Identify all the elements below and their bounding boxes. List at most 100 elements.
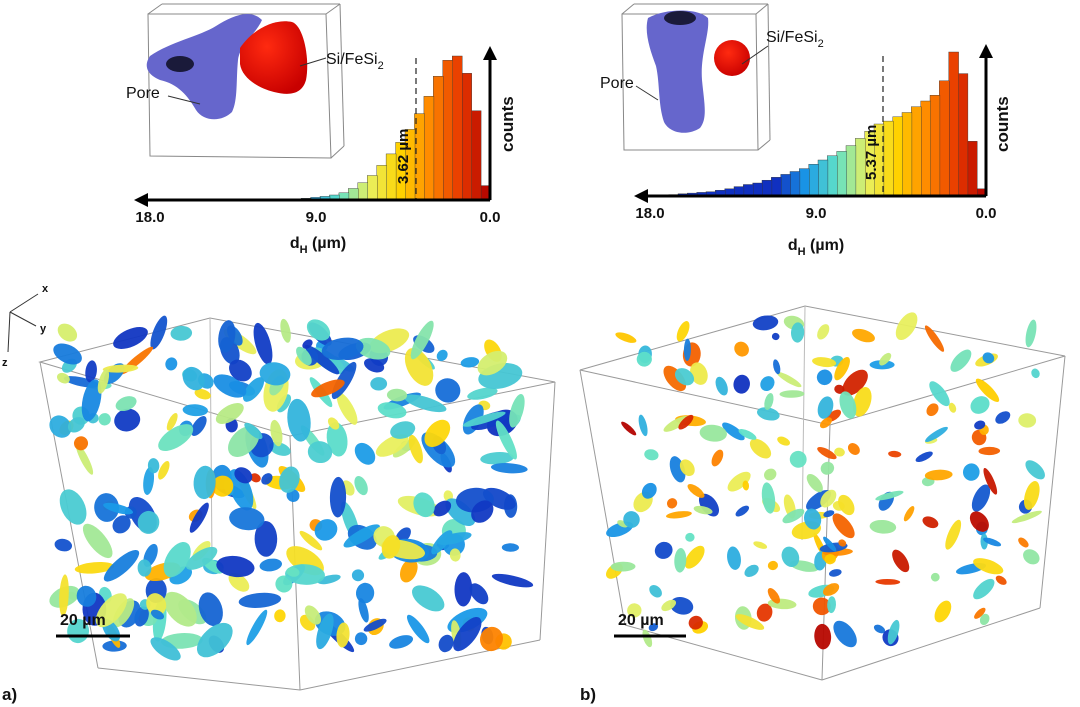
y-axis-label: counts	[993, 96, 1012, 152]
volume-blob	[404, 394, 447, 413]
histogram-bar	[752, 182, 763, 197]
volume-blob	[734, 341, 749, 357]
histogram-bar	[452, 55, 463, 201]
volume-blob	[286, 567, 300, 577]
volume-blob	[435, 378, 461, 403]
volume-blob	[246, 609, 268, 646]
volume-blob	[276, 394, 292, 413]
volume-blob	[49, 415, 72, 438]
volume-blob	[812, 357, 837, 368]
volume-blob	[326, 422, 348, 457]
volume-blob	[749, 438, 772, 459]
histogram-bar	[808, 164, 819, 197]
volume-blob	[215, 403, 244, 424]
volume-blob	[363, 618, 387, 632]
volume-blob	[982, 352, 995, 364]
volume-blob	[113, 327, 148, 349]
volume-blob	[820, 489, 837, 508]
volume-blob	[336, 622, 350, 648]
histogram-bar	[348, 188, 359, 201]
volume-blob	[229, 359, 252, 382]
volume-blob	[767, 560, 778, 571]
volume-blob	[661, 599, 677, 612]
volume-blob	[735, 614, 765, 630]
volume-blob	[112, 598, 135, 628]
volume-blob	[85, 360, 97, 383]
volume-blob	[386, 388, 408, 402]
volume-blob	[244, 422, 263, 440]
volume-blob	[644, 449, 659, 461]
histogram-bar	[470, 110, 482, 201]
volume-blob	[838, 539, 847, 547]
volume-blob	[776, 372, 802, 388]
figure-panel-b: Pore Si/FeSi2 5.37 µm counts 18.0 9.0 0.…	[540, 0, 1080, 707]
volume-blob	[274, 609, 286, 623]
volume-blob	[983, 467, 998, 495]
volume-blob	[693, 505, 713, 515]
volume-blob	[847, 443, 860, 455]
histogram-bar	[367, 175, 378, 201]
volume-blob	[296, 346, 312, 366]
volume-blob	[789, 450, 807, 468]
x-tick-label: 0.0	[976, 205, 997, 222]
volume-blob	[950, 349, 972, 372]
volume-blob	[462, 411, 506, 427]
volume-blob	[930, 572, 940, 582]
volume-blob	[842, 369, 868, 396]
volume-blob	[829, 569, 842, 577]
volume-blob	[834, 384, 845, 394]
volume-blob	[98, 413, 111, 426]
volume-blob	[687, 483, 705, 498]
histogram-bar	[376, 165, 387, 201]
volume-blob	[411, 585, 445, 612]
volume-blob	[146, 593, 167, 616]
volume-blob	[480, 626, 503, 652]
volume-blob	[469, 583, 489, 605]
volume-blob	[756, 603, 773, 622]
volume-blob	[969, 511, 989, 532]
volume-blob	[424, 419, 451, 448]
volume-blob	[610, 561, 636, 572]
volume-blob	[670, 596, 694, 615]
volume-blob	[280, 318, 291, 343]
volume-blob	[642, 629, 653, 648]
histogram-bar	[957, 73, 969, 197]
volume-blob	[436, 532, 472, 545]
volume-blob	[406, 614, 430, 644]
volume-blob	[817, 447, 837, 460]
volume-blob	[727, 546, 741, 570]
volume-blob	[1023, 480, 1040, 510]
histogram-bar	[948, 51, 959, 197]
volume-blob	[763, 468, 777, 481]
volume-blob	[453, 617, 482, 652]
volume-blob	[229, 507, 265, 531]
volume-blob	[742, 480, 750, 491]
volume-blob	[690, 362, 708, 385]
volume-blob	[1011, 510, 1042, 524]
panel-label: b)	[580, 685, 596, 704]
volume-blob	[823, 510, 835, 518]
x-tick-label: 9.0	[306, 209, 327, 226]
volume-blob	[1025, 319, 1037, 348]
pore-label: Pore	[126, 85, 160, 102]
volume-blob	[114, 408, 141, 432]
volume-blob	[163, 542, 191, 578]
volume-blob	[974, 420, 986, 430]
particle-label: Si/FeSi2	[766, 29, 824, 50]
volume-blob	[875, 578, 901, 585]
volume-blob	[82, 523, 113, 559]
scale-bar-label: 20 µm	[60, 612, 106, 629]
volume-blob	[194, 388, 211, 400]
volume-blob	[433, 500, 452, 517]
volume-blob	[321, 337, 364, 360]
volume-blob	[699, 424, 727, 442]
volume-blob	[212, 475, 234, 497]
volume-blob	[358, 598, 369, 623]
volume-blob	[467, 387, 498, 400]
volume-blob	[722, 422, 745, 441]
histogram-bar	[836, 151, 847, 197]
volume-blob	[925, 426, 948, 442]
volume-blob	[790, 322, 805, 343]
histogram-bar	[789, 171, 801, 197]
volume-render-a	[38, 315, 556, 691]
